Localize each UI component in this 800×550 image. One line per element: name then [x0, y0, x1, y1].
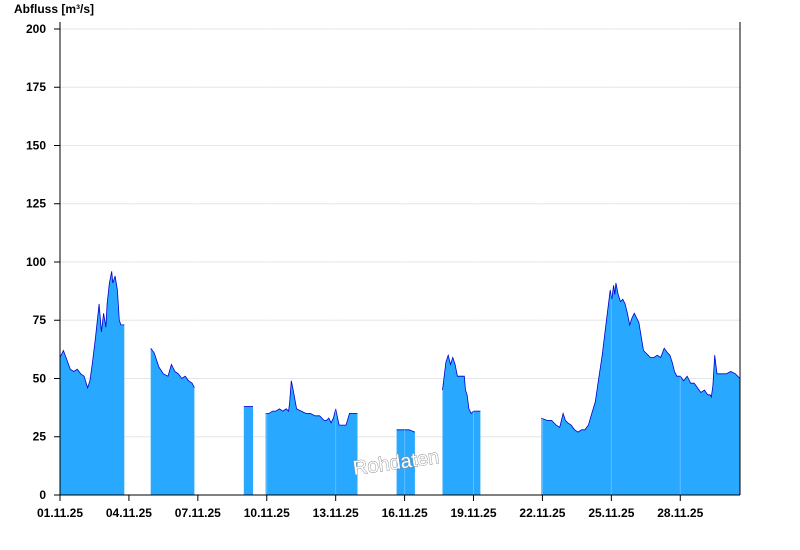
discharge-line-segment	[265, 380, 358, 426]
x-tick-label: 01.11.25	[37, 506, 83, 520]
y-axis-label: Abfluss [m³/s]	[14, 2, 94, 16]
y-tick-label: 150	[26, 138, 46, 152]
x-tick-label: 10.11.25	[244, 506, 290, 520]
x-tick-label: 22.11.25	[519, 506, 565, 520]
y-tick-label: 25	[33, 430, 47, 444]
discharge-area-segment	[60, 271, 125, 495]
discharge-line-segment	[396, 429, 416, 433]
y-tick-label: 50	[33, 371, 47, 385]
x-tick-label: 07.11.25	[175, 506, 221, 520]
discharge-line-segment	[59, 271, 125, 390]
raw-data-watermark: Rohdaten	[352, 446, 441, 480]
discharge-area-segment	[541, 283, 740, 495]
y-tick-label: 125	[26, 197, 46, 211]
y-tick-label: 100	[26, 255, 46, 269]
y-ticks: 0 25 50 75 100 125 150 175 200	[26, 22, 60, 502]
y-tick-label: 200	[26, 22, 46, 36]
discharge-area-segment	[150, 348, 195, 495]
y-tick-label: 75	[33, 313, 47, 327]
y-tick-label: 0	[39, 488, 46, 502]
axes	[59, 22, 741, 496]
discharge-line-segment	[442, 353, 481, 415]
x-tick-label: 28.11.25	[657, 506, 703, 520]
x-tick-label: 13.11.25	[313, 506, 359, 520]
discharge-area-segment	[396, 429, 415, 495]
discharge-line-segment	[541, 282, 741, 433]
discharge-area-segment	[442, 355, 481, 495]
y-tick-label: 175	[26, 80, 46, 94]
discharge-area-segment	[243, 406, 253, 495]
discharge-line-segment	[150, 347, 195, 388]
discharge-area-segment	[265, 380, 358, 495]
x-tick-label: 25.11.25	[588, 506, 634, 520]
x-tick-label: 04.11.25	[106, 506, 152, 520]
x-tick-label: 19.11.25	[450, 506, 496, 520]
discharge-area-series	[59, 22, 741, 495]
x-tick-label: 16.11.25	[382, 506, 428, 520]
x-ticks: 01.11.25 04.11.25 07.11.25 10.11.25 13.11.25…	[37, 495, 704, 520]
